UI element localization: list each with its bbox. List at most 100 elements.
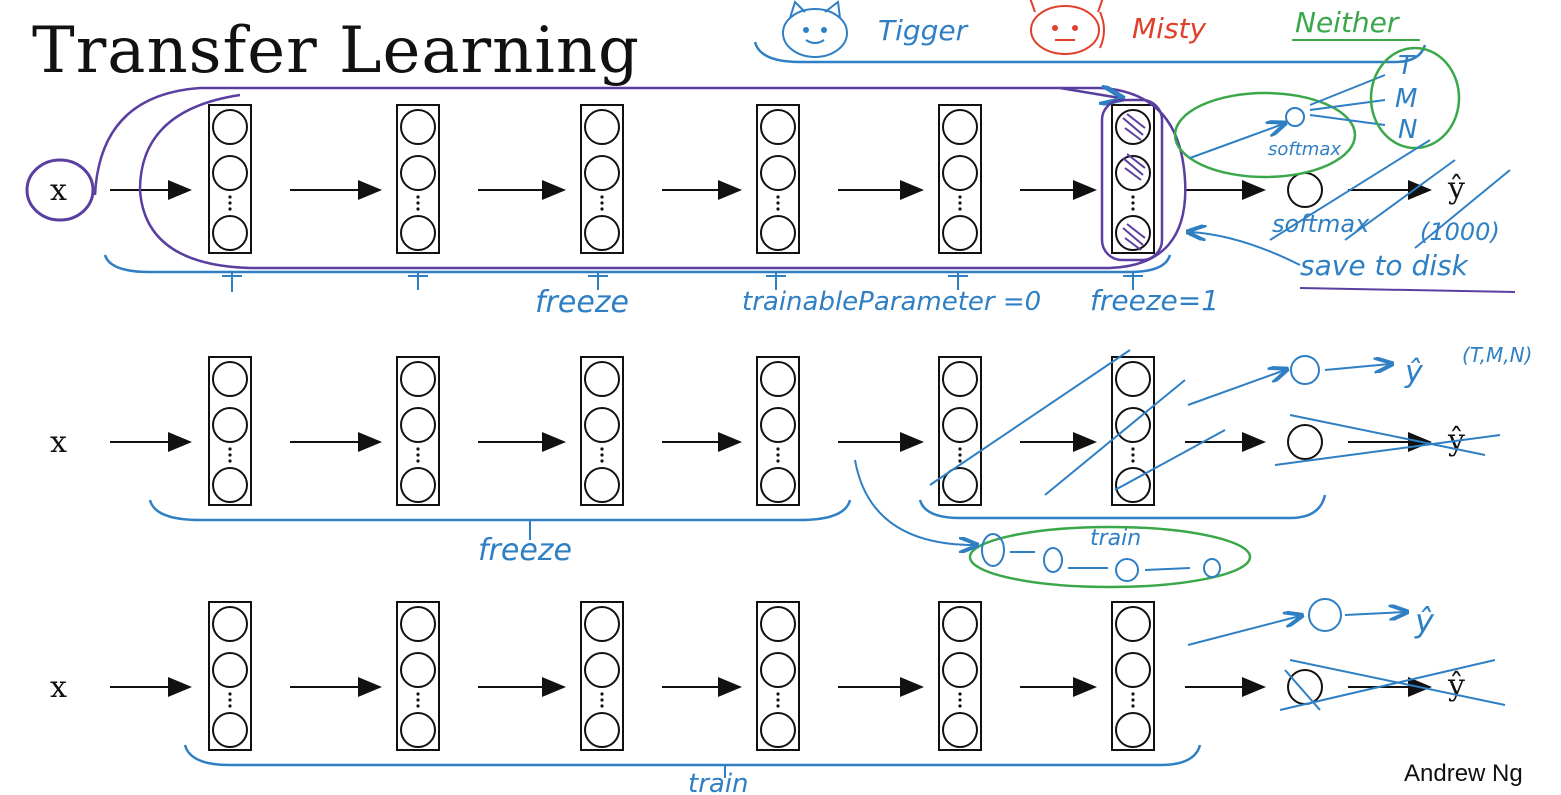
row1-output-neuron — [1287, 172, 1323, 208]
row1-brace-label-freeze: freeze — [535, 285, 629, 320]
row1-layer-4 — [756, 104, 800, 254]
row1-layer-6-ellipsis — [1131, 201, 1135, 205]
row2-layer-5-neuron-2 — [942, 407, 978, 443]
row2-layer-5-neuron-3 — [942, 467, 978, 503]
row3-layer-4-ellipsis — [776, 692, 780, 696]
row3-layer-1 — [208, 601, 252, 751]
author-credit: Andrew Ng — [1404, 760, 1523, 787]
row3-layer-2-ellipsis — [416, 704, 420, 708]
row2-layer-1-ellipsis — [228, 447, 232, 451]
row1-purple-loop — [93, 86, 1187, 270]
row2-input-label: x — [50, 425, 67, 460]
row2-layer-4-neuron-3 — [760, 467, 796, 503]
row2-output-neuron — [1287, 424, 1323, 460]
row1-layer-2 — [396, 104, 440, 254]
row1-layer-6 — [1111, 104, 1155, 254]
row2-layer-2-neuron-2 — [400, 407, 436, 443]
row2-layer-2-neuron-3 — [400, 467, 436, 503]
row3-new-output: ŷ — [1414, 602, 1435, 640]
row3-annotations: ŷ train — [183, 598, 1506, 795]
row2-layer-6-neuron-1 — [1115, 361, 1151, 397]
row1-input-label: x — [50, 173, 67, 208]
row2-layer-3-neuron-2 — [584, 407, 620, 443]
row2-layer-4-neuron-1 — [760, 361, 796, 397]
row3-layer-2-neuron-1 — [400, 606, 436, 642]
row2-layer-3-ellipsis — [600, 447, 604, 451]
row3-layer-2 — [396, 601, 440, 751]
row2-layer-4-neuron-2 — [760, 407, 796, 443]
row1-layer-1-neuron-2 — [212, 155, 248, 191]
row3-layer-2-ellipsis — [416, 698, 420, 702]
row2-new-output: ŷ — [1404, 355, 1424, 390]
row3-layer-6-ellipsis — [1131, 692, 1135, 696]
row3-layer-3-ellipsis — [600, 704, 604, 708]
row3-layer-6-ellipsis — [1131, 704, 1135, 708]
row1-layer-6-ellipsis — [1131, 195, 1135, 199]
row3-layer-6-neuron-2 — [1115, 652, 1151, 688]
row2-layer-3 — [580, 356, 624, 506]
row2-brace-train — [918, 494, 1327, 520]
row2-layer-5-ellipsis — [958, 453, 962, 457]
row3-layer-1-neuron-2 — [212, 652, 248, 688]
row2-layer-2-ellipsis — [416, 459, 420, 463]
row1-layer-3-neuron-3 — [584, 215, 620, 251]
row1-layer-2-ellipsis — [416, 195, 420, 199]
row2-layer-1-ellipsis — [228, 453, 232, 457]
row3-layer-1-neuron-1 — [212, 606, 248, 642]
row1-layer-4-ellipsis — [776, 195, 780, 199]
row1-class-N: N — [1398, 115, 1417, 145]
row1-layer-1 — [208, 104, 252, 254]
row1-layer-3-ellipsis — [600, 207, 604, 211]
row3-layer-5 — [938, 601, 982, 751]
row3-layer-2-neuron-3 — [400, 712, 436, 748]
row2-layer-6-neuron-3 — [1115, 467, 1151, 503]
row3-layer-5-neuron-2 — [942, 652, 978, 688]
row1-new-softmax-label: softmax — [1268, 139, 1341, 160]
row3-layer-3-neuron-3 — [584, 712, 620, 748]
row1-new-softmax-circle — [1173, 91, 1357, 179]
row1-annotations: softmax T M N softmax (1000) save to dis… — [25, 46, 1516, 320]
row2-layer-4-ellipsis — [776, 453, 780, 457]
row1-layer-5-ellipsis — [958, 207, 962, 211]
row2-layer-6-ellipsis — [1131, 459, 1135, 463]
row3-layer-5-ellipsis — [958, 698, 962, 702]
row1-output-label: ŷ — [1447, 171, 1465, 206]
row1-layer-6-ellipsis — [1131, 207, 1135, 211]
row2-layer-4 — [756, 356, 800, 506]
row2-layer-5 — [938, 356, 982, 506]
legend: Tigger Misty Neither — [753, 0, 1427, 64]
row1-layer-2-ellipsis — [416, 207, 420, 211]
row1-layer-2-ellipsis — [416, 201, 420, 205]
row3-layer-4-neuron-2 — [760, 652, 796, 688]
row2-freeze-label: freeze — [478, 533, 572, 568]
row1-class-T: T — [1398, 51, 1416, 81]
legend-brace — [753, 41, 1427, 64]
row2-layer-1-neuron-3 — [212, 467, 248, 503]
row3-layer-5-ellipsis — [958, 692, 962, 696]
row1-layer-4-ellipsis — [776, 207, 780, 211]
row2-layer-5-ellipsis — [958, 459, 962, 463]
row2-brace-freeze — [148, 499, 852, 522]
row3-output-label: ŷ — [1447, 668, 1465, 703]
row3-layer-3-neuron-2 — [584, 652, 620, 688]
row3-layer-3 — [580, 601, 624, 751]
row2-precompute-callout — [968, 525, 1252, 589]
row2-layer-2-ellipsis — [416, 453, 420, 457]
row1-layer-3-neuron-1 — [584, 109, 620, 145]
row1-layer-1-neuron-3 — [212, 215, 248, 251]
row3-layer-4-neuron-1 — [760, 606, 796, 642]
row2-train-label: train — [1090, 526, 1141, 551]
row2-layer-6 — [1111, 356, 1155, 506]
legend-neither: Neither — [1295, 6, 1400, 39]
row3-layer-1-ellipsis — [228, 704, 232, 708]
row2-layer-2-neuron-1 — [400, 361, 436, 397]
row3-brace-train — [183, 744, 1202, 767]
row3-layer-6 — [1111, 601, 1155, 751]
row1-layer-6-neuron-2 — [1115, 155, 1151, 191]
row2-annotations: ŷ (T,M,N) freeze train — [148, 343, 1532, 589]
row1-layer-4-neuron-1 — [760, 109, 796, 145]
row2-layer-6-neuron-2 — [1115, 407, 1151, 443]
row1-layer-1-ellipsis — [228, 207, 232, 211]
row3-layer-1-neuron-3 — [212, 712, 248, 748]
